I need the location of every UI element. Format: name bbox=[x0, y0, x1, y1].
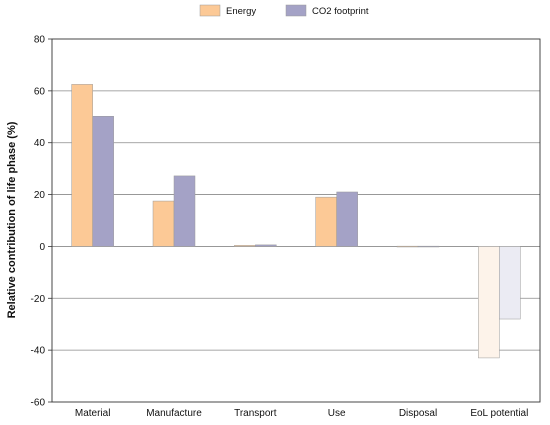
bar-co2-footprint-material bbox=[92, 116, 114, 247]
bar-energy-material bbox=[71, 84, 93, 247]
y-tick-label: -60 bbox=[31, 398, 46, 409]
bar-co2-footprint-transport bbox=[255, 244, 277, 247]
y-axis-label: Relative contribution of life phase (%) bbox=[6, 121, 18, 318]
x-tick-label: Transport bbox=[234, 408, 277, 419]
x-tick-label: Disposal bbox=[399, 408, 437, 419]
legend-swatch-co2-footprint bbox=[285, 4, 307, 17]
legend: Energy CO2 footprint bbox=[199, 4, 369, 17]
y-tick-label: 40 bbox=[34, 138, 46, 149]
x-tick-label: Manufacture bbox=[146, 408, 202, 419]
bar-co2-footprint-use bbox=[336, 191, 358, 247]
x-tick-label: EoL potential bbox=[470, 408, 528, 419]
y-tick-label: 20 bbox=[34, 190, 46, 201]
y-tick-label: -20 bbox=[31, 294, 46, 305]
x-tick-label: Material bbox=[75, 408, 111, 419]
bar-energy-transport bbox=[234, 245, 256, 247]
legend-label-energy: Energy bbox=[226, 6, 256, 17]
legend-label-co2-footprint: CO2 footprint bbox=[312, 6, 369, 17]
legend-swatch-energy bbox=[199, 4, 221, 17]
bar-co2-footprint-disposal bbox=[417, 245, 440, 248]
bar-energy-use bbox=[315, 196, 337, 247]
bar-energy-disposal bbox=[396, 245, 419, 248]
plot-frame bbox=[51, 38, 541, 403]
y-tick-label: -40 bbox=[31, 346, 46, 357]
bar-energy-manufacture bbox=[152, 200, 175, 247]
y-tick-label: 60 bbox=[34, 86, 46, 97]
y-tick-label: 0 bbox=[39, 242, 45, 253]
bar-co2-footprint-eol-potential bbox=[499, 246, 521, 320]
plot-area: -60 -40 -20 0 20 40 60 80 Material Manufacture Tra… bbox=[31, 35, 541, 419]
x-tick-label: Use bbox=[328, 408, 346, 419]
y-tick-label: 80 bbox=[34, 35, 46, 46]
bar-co2-footprint-manufacture bbox=[173, 175, 196, 247]
bar-energy-eol-potential bbox=[478, 246, 500, 359]
